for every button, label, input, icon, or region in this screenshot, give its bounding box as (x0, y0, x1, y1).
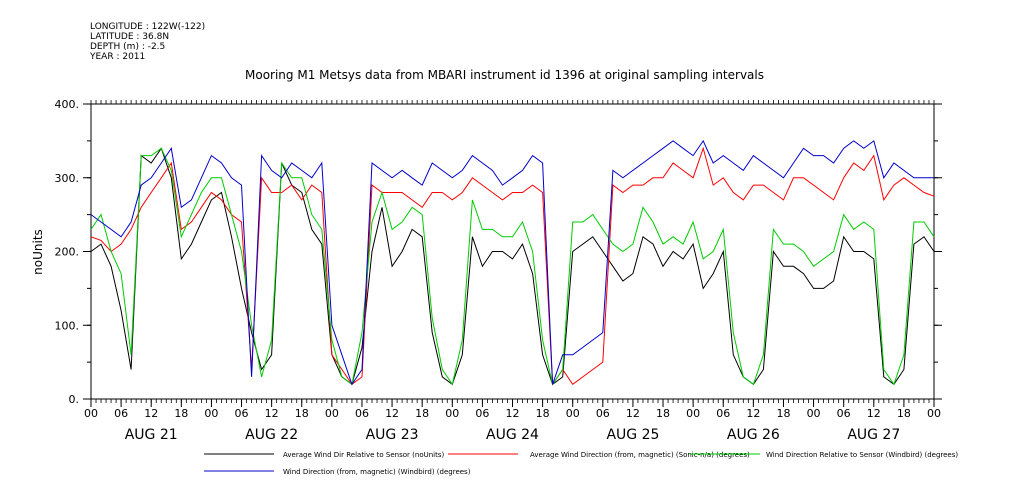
x-tick-label: 06 (596, 407, 610, 420)
metadata-block: LONGITUDE : 122W(-122) LATITUDE : 36.8N … (90, 22, 205, 62)
x-tick-label: 12 (506, 407, 520, 420)
year-text: YEAR : 2011 (90, 52, 146, 62)
x-tick-label: 18 (897, 407, 911, 420)
day-label: AUG 24 (486, 427, 539, 443)
x-tick-label: 12 (867, 407, 881, 420)
y-axis-label: noUnits (31, 229, 45, 275)
day-label: AUG 26 (727, 427, 780, 443)
depth-text: DEPTH (m) : -2.5 (90, 42, 166, 52)
x-tick-label: 18 (295, 407, 309, 420)
legend-label-2: Average Wind Direction (from, magnetic) … (530, 451, 750, 459)
x-tick-label: 00 (84, 407, 98, 420)
series-line-4 (90, 139, 934, 386)
x-tick-label: 00 (445, 407, 459, 420)
longitude-text: LONGITUDE : 122W(-122) (90, 22, 206, 32)
y-tick-label: 100. (55, 319, 80, 332)
x-tick-label: 18 (415, 407, 429, 420)
latitude-text: LATITUDE : 36.8N (90, 32, 170, 42)
x-tick-label: 12 (746, 407, 760, 420)
chart-title: Mooring M1 Metsys data from MBARI instru… (245, 68, 764, 82)
x-tick-label: 12 (385, 407, 399, 420)
x-tick-label: 18 (174, 407, 188, 420)
x-tick-label: 00 (686, 407, 700, 420)
x-tick-label: 00 (204, 407, 218, 420)
legend-label-1: Average Wind Dir Relative to Sensor (noU… (283, 451, 444, 459)
y-tick-label: 400. (55, 98, 80, 111)
y-tick-label: 200. (55, 246, 80, 259)
y-tick-label: 0. (69, 393, 80, 406)
x-tick-label: 06 (355, 407, 369, 420)
x-tick-label: 06 (475, 407, 489, 420)
x-tick-label: 06 (114, 407, 128, 420)
day-label: AUG 21 (125, 427, 178, 443)
plot-frame (90, 103, 935, 400)
day-label: AUG 25 (606, 427, 659, 443)
legend-label-3: Wind Direction Relative to Sensor (Windb… (766, 451, 958, 459)
x-tick-label: 12 (144, 407, 158, 420)
day-label: AUG 23 (366, 427, 419, 443)
x-tick-label: 12 (265, 407, 279, 420)
x-tick-label: 18 (656, 407, 670, 420)
day-label: AUG 27 (847, 427, 900, 443)
legend-label-4: Wind Direction (from, magnetic) (Windbir… (283, 468, 471, 476)
x-tick-label: 06 (716, 407, 730, 420)
x-tick-label: 00 (325, 407, 339, 420)
x-tick-label: 00 (566, 407, 580, 420)
x-tick-label: 00 (807, 407, 821, 420)
series-line-3 (90, 147, 935, 386)
x-tick-label: 06 (837, 407, 851, 420)
series-line-2 (90, 146, 935, 386)
x-tick-label: 06 (235, 407, 249, 420)
x-tick-label: 00 (927, 407, 941, 420)
x-tick-label: 12 (626, 407, 640, 420)
day-label: AUG 22 (245, 427, 298, 443)
y-tick-label: 300. (55, 172, 80, 185)
series-line-1 (90, 147, 935, 386)
x-tick-label: 18 (776, 407, 790, 420)
x-tick-label: 18 (536, 407, 550, 420)
